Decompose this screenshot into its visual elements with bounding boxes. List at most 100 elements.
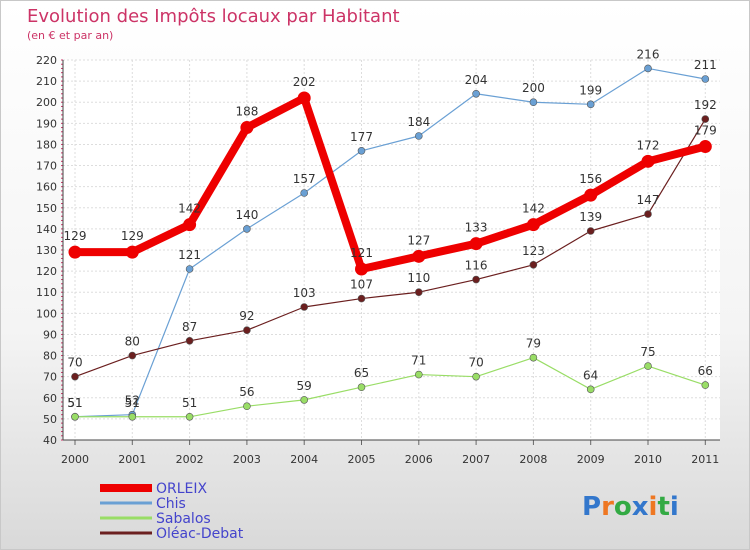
data-point	[240, 121, 254, 135]
data-label: 216	[637, 47, 660, 61]
y-tick-label: 110	[36, 286, 57, 299]
data-point	[529, 260, 538, 269]
data-label: 70	[67, 356, 82, 370]
data-point	[185, 336, 194, 345]
y-tick-label: 60	[43, 392, 57, 405]
legend-label: Oléac-Debat	[156, 526, 244, 542]
data-label: 70	[468, 356, 483, 370]
data-point	[529, 98, 538, 107]
data-point	[185, 265, 194, 273]
legend-label: Sabalos	[156, 511, 211, 527]
data-point	[71, 372, 79, 381]
data-label: 56	[239, 385, 254, 399]
data-label: 140	[235, 208, 258, 222]
data-point	[300, 396, 309, 404]
data-point	[586, 227, 595, 235]
data-label: 51	[182, 396, 197, 410]
data-label: 188	[235, 105, 258, 119]
y-tick-label: 200	[36, 96, 57, 109]
data-label: 87	[182, 320, 197, 334]
x-tick-label: 2011	[691, 453, 719, 466]
data-label: 121	[350, 246, 373, 260]
data-point	[71, 412, 79, 421]
data-label: 139	[579, 210, 602, 224]
y-tick-label: 140	[36, 223, 57, 236]
chart-title: Evolution des Impôts locaux par Habitant	[27, 6, 400, 27]
y-tick-label: 170	[36, 160, 57, 173]
y-tick-label: 40	[43, 434, 57, 447]
data-point	[243, 402, 251, 411]
series-line-1	[74, 67, 706, 418]
data-point	[644, 362, 652, 370]
data-label: 64	[583, 368, 598, 382]
data-point	[183, 218, 197, 232]
data-point	[472, 275, 480, 284]
data-label: 192	[694, 98, 717, 112]
data-point	[526, 218, 540, 232]
data-label: 157	[293, 172, 316, 186]
data-label: 172	[637, 138, 660, 152]
y-tick-label: 210	[36, 75, 57, 88]
y-tick-label: 100	[36, 307, 57, 320]
data-point	[644, 210, 652, 218]
data-point	[698, 140, 712, 154]
data-point	[701, 115, 710, 123]
legend-label: ORLEIX	[156, 481, 208, 497]
legend-label: Chis	[156, 496, 186, 512]
data-point	[68, 245, 82, 259]
data-label: 211	[694, 58, 717, 72]
data-label: 71	[411, 354, 426, 368]
watermark-logo: Proxiti	[582, 492, 679, 522]
data-label: 127	[407, 233, 430, 247]
data-label: 200	[522, 81, 545, 95]
y-tick-label: 90	[43, 328, 57, 341]
data-label: 103	[293, 286, 316, 300]
data-point	[357, 383, 366, 392]
x-tick-label: 2004	[290, 453, 318, 466]
data-label: 156	[579, 172, 602, 186]
data-label: 202	[293, 75, 316, 89]
data-point	[529, 353, 538, 362]
data-point	[414, 370, 423, 379]
x-tick-label: 2010	[634, 453, 662, 466]
data-label: 92	[239, 309, 254, 323]
data-point	[472, 372, 480, 381]
series-line-3	[74, 118, 706, 378]
data-label: 80	[125, 335, 140, 349]
chart-subtitle: (en € et par an)	[27, 29, 113, 42]
y-tick-label: 70	[43, 371, 57, 384]
data-label: 75	[640, 345, 655, 359]
data-point	[701, 75, 710, 83]
data-label: 129	[121, 229, 144, 243]
series-line-0	[75, 94, 707, 273]
data-label: 59	[297, 379, 312, 393]
data-label: 147	[637, 193, 660, 207]
y-tick-label: 220	[36, 54, 57, 67]
data-label: 123	[522, 244, 545, 258]
x-tick-label: 2006	[405, 453, 433, 466]
data-label: 107	[350, 278, 373, 292]
y-tick-label: 160	[36, 181, 57, 194]
y-tick-label: 190	[36, 117, 57, 130]
y-tick-label: 130	[36, 244, 57, 257]
y-tick-label: 150	[36, 202, 57, 215]
y-tick-label: 120	[36, 265, 57, 278]
data-point	[586, 385, 595, 394]
data-label: 51	[67, 396, 82, 410]
data-point	[469, 237, 483, 251]
data-point	[414, 288, 423, 297]
x-tick-label: 2000	[61, 453, 89, 466]
data-point	[584, 188, 598, 202]
data-label: 65	[354, 366, 369, 380]
x-tick-label: 2009	[577, 453, 605, 466]
data-point	[357, 294, 366, 303]
data-label: 142	[178, 202, 201, 216]
data-point	[472, 89, 480, 98]
data-point	[701, 381, 710, 389]
data-label: 51	[125, 396, 140, 410]
data-point	[586, 100, 595, 109]
y-tick-label: 180	[36, 138, 57, 151]
x-tick-label: 2005	[348, 453, 376, 466]
data-label: 179	[694, 124, 717, 138]
data-point	[412, 249, 426, 263]
